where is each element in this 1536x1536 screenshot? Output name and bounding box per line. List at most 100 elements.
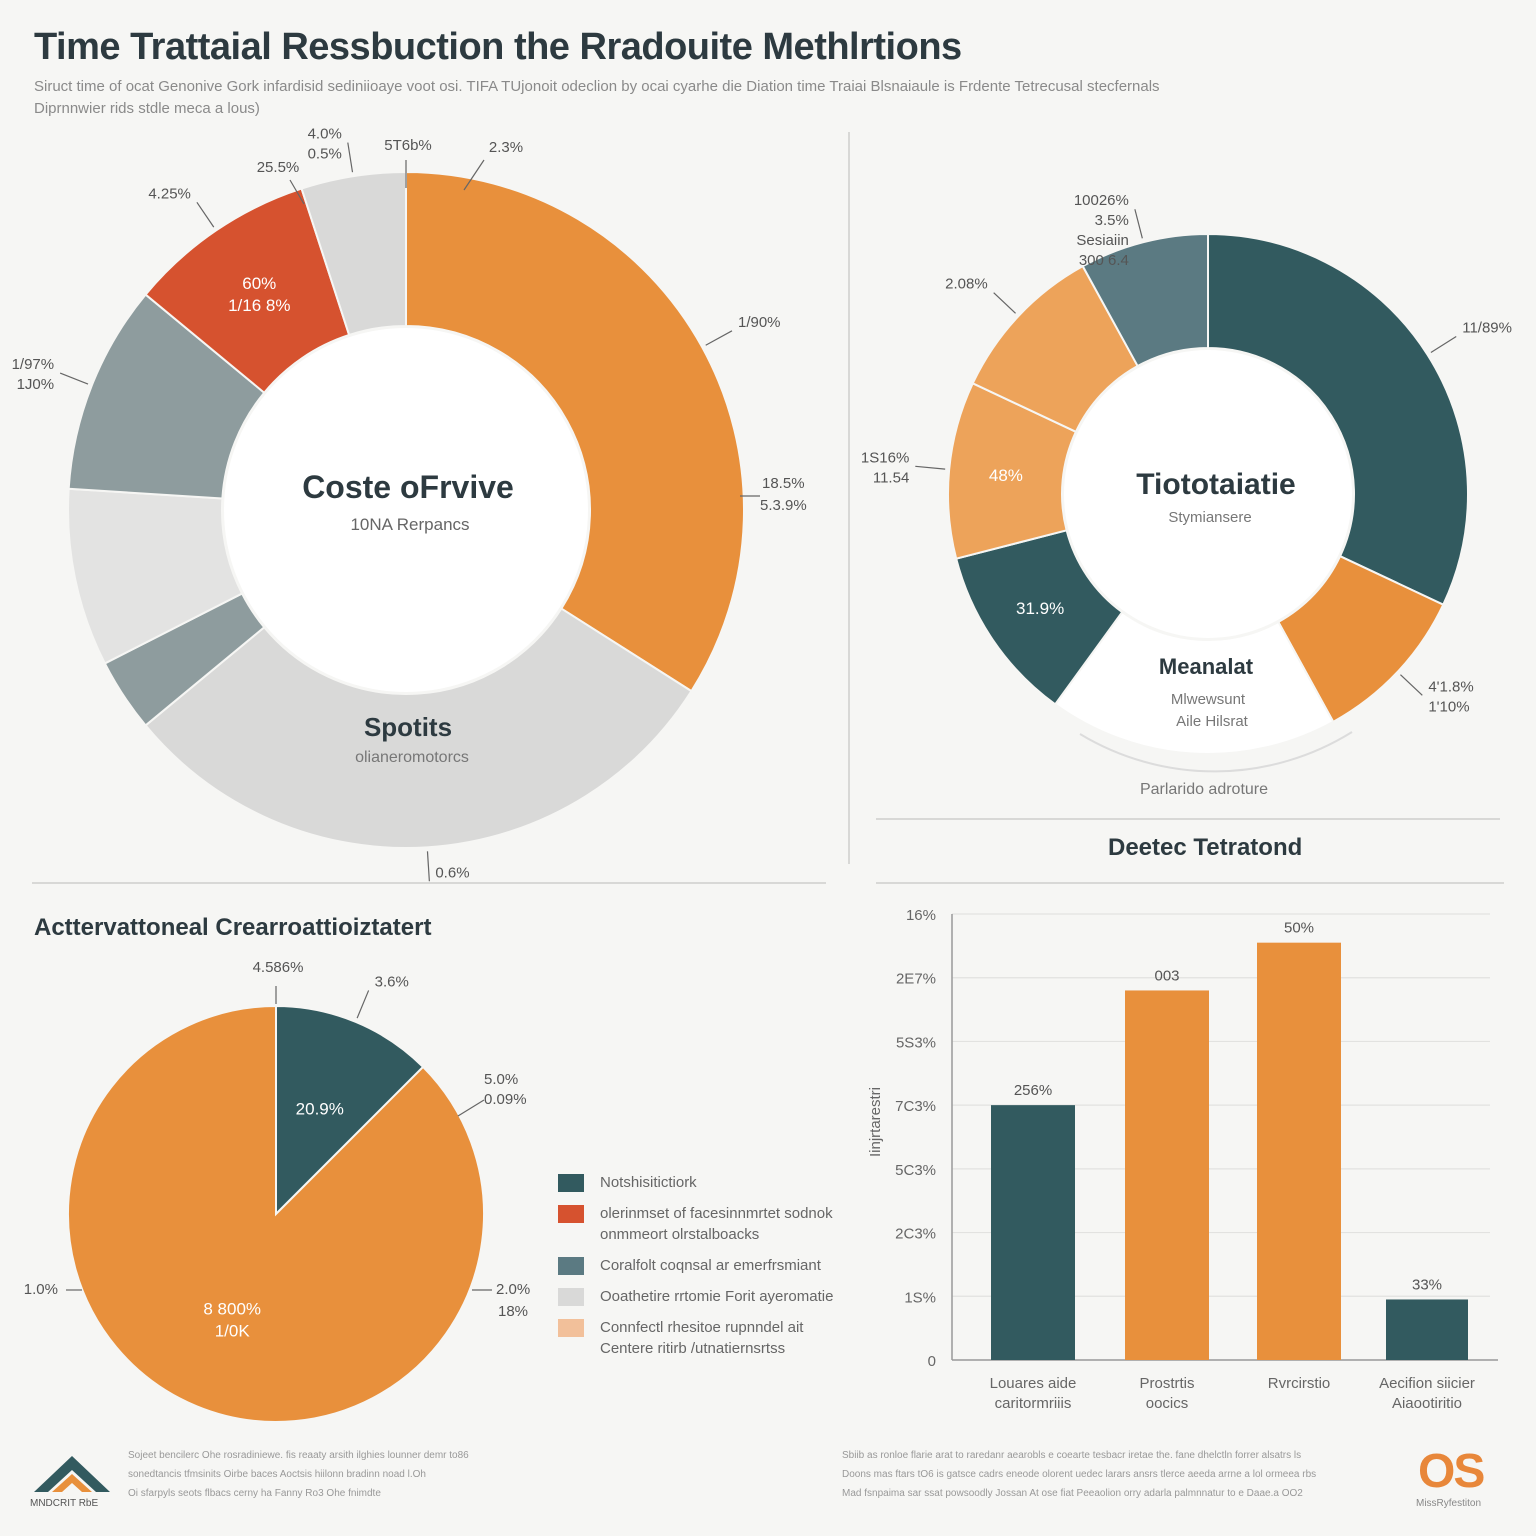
leader-line <box>289 179 305 205</box>
donut-inner-label-title: Spotits <box>364 712 452 742</box>
legend-swatch <box>558 1174 584 1192</box>
slice-label: 1'10% <box>1428 698 1469 715</box>
legend-item: olerinmset of facesinnmrtet sodnok onmmeo… <box>558 1203 878 1245</box>
logo-right-label: MissRyfestiton <box>1416 1498 1482 1509</box>
bar <box>1125 990 1209 1360</box>
bar <box>991 1105 1075 1360</box>
slice-label: Sesiaiin <box>1076 232 1129 249</box>
callout-label: 25.5% <box>257 159 300 176</box>
leader-line <box>915 465 946 470</box>
chart-slice <box>1081 232 1209 368</box>
bar-chart-detection: 0 1S% 2C3% 5C3% 7C3% 5S3% 2E7% 16% Iinjrtarestri… <box>867 907 1498 1412</box>
callout-label: 18% <box>498 1303 528 1320</box>
callout-label: 2.0% <box>496 1281 530 1298</box>
callout-label: 18.5% <box>762 475 805 492</box>
slice-label: 1/90% <box>738 314 781 331</box>
logo-left-icon <box>34 1456 110 1492</box>
horizontal-divider-right-lower <box>876 882 1504 884</box>
x-tick-label: Prostrtis <box>1139 1375 1194 1392</box>
x-tick-label: Aiaootiritio <box>1392 1395 1462 1412</box>
slice-label: 10026% <box>1074 192 1129 209</box>
subtitle-line-2: Diprnnwier rids stdle meca a lous) <box>34 100 260 117</box>
legend-label: olerinmset of facesinnmrtet sodnok onmmeo… <box>600 1205 833 1243</box>
slice-label: 1/97% <box>12 356 55 373</box>
chart-slice <box>300 170 407 337</box>
y-tick-label: 5C3% <box>895 1162 936 1179</box>
y-tick-label: 7C3% <box>895 1098 936 1115</box>
donut-inner-label-subtitle: Aile Hilsrat <box>1176 713 1249 730</box>
legend-item: Connfectl rhesitoe rupnndel ait Centere r… <box>558 1317 878 1359</box>
callout-label: 1.0% <box>24 1281 58 1298</box>
legend-label: Coralfolt coqnsal ar emerfrsmiant <box>600 1257 821 1274</box>
legend-label: Connfectl rhesitoe rupnndel ait Centere r… <box>600 1319 804 1357</box>
x-tick-label: caritormriiis <box>995 1395 1072 1412</box>
slice-label: 300 6.4 <box>1079 252 1129 269</box>
slice-inside-label: 1/0K <box>215 1322 251 1341</box>
donut-center-title: Tiototaiatie <box>1136 468 1295 501</box>
leader-line <box>1134 209 1143 239</box>
x-tick-label: Rvrcirstio <box>1268 1375 1331 1392</box>
leader-line <box>463 159 485 191</box>
chart-slice <box>1207 232 1469 607</box>
y-axis-label: Iinjrtarestri <box>867 1087 884 1157</box>
slice-label: 0.5% <box>308 146 342 163</box>
bar <box>1257 942 1341 1360</box>
leader-line <box>356 990 370 1019</box>
callout-label: 5T6b% <box>384 137 432 154</box>
slice-inside-label: 1/16 8% <box>228 296 290 315</box>
y-tick-label: 1S% <box>904 1289 936 1306</box>
slice-inside-label: 20.9% <box>296 1099 344 1118</box>
slice-label: 0.6% <box>435 864 469 881</box>
donut-inner-label-subtitle: Mlwewsunt <box>1171 691 1246 708</box>
donut-inner-label-subtitle: olianeromotorcs <box>355 749 469 766</box>
bar <box>1386 1299 1468 1360</box>
page-title: Time Trattaial Ressbuction the Rradouite… <box>34 26 962 68</box>
callout-label: 5.0% <box>484 1071 518 1088</box>
slice-label: 4.0% <box>308 126 342 143</box>
pie-chart-allocation: 3.6% 20.9% 8 800% 1/0K 4.586% 5.0% 0.09% 1.0% 2.… <box>24 959 530 1423</box>
legend-swatch <box>558 1205 584 1223</box>
legend-item: Ooathetire rrtomie Forit ayeromatie <box>558 1286 878 1307</box>
slice-label: 3.5% <box>1095 212 1129 229</box>
horizontal-divider-left <box>32 882 826 884</box>
callout-label: 5.3.9% <box>760 497 807 514</box>
bar-data-label: 50% <box>1284 920 1314 937</box>
horizontal-divider-right-upper <box>876 818 1500 820</box>
slice-label: 11.54 <box>873 469 909 486</box>
donut-chart-cost: 1/90% 0.6% 1/97% 1J0% 4.25% 60% 1/16 8% 4.0% 0.5… <box>12 126 807 882</box>
donut-center-title: Coste oFrvive <box>302 469 514 505</box>
legend-swatch <box>558 1257 584 1275</box>
slice-label: 1S16% <box>861 449 909 466</box>
leader-line <box>59 372 89 385</box>
vertical-divider <box>848 132 850 864</box>
y-tick-label: 16% <box>906 907 936 924</box>
logo-left-label: MNDCRIT RbE <box>30 1498 99 1509</box>
leader-line <box>347 142 354 173</box>
slice-label: 11/89% <box>1462 319 1512 336</box>
donut-inner-label-title: Meanalat <box>1159 654 1254 679</box>
donut-center-subtitle: Stymiansere <box>1168 509 1251 526</box>
chart-slice <box>1053 610 1335 755</box>
y-tick-label: 2E7% <box>896 971 936 988</box>
legend-label: Ooathetire rrtomie Forit ayeromatie <box>600 1288 834 1305</box>
slice-inside-label: 60% <box>242 274 276 293</box>
legend-item: Coralfolt coqnsal ar emerfrsmiant <box>558 1255 878 1276</box>
pie-chart-title: Acttervattoneal Crearroattioiztatert <box>34 914 432 941</box>
slice-inside-label: 48% <box>989 466 1023 485</box>
callout-label: 0.09% <box>484 1091 527 1108</box>
legend-swatch <box>558 1319 584 1337</box>
leader-line <box>457 1099 485 1117</box>
logo-right-mark: OS <box>1418 1445 1485 1498</box>
slice-label: 4'1.8% <box>1428 678 1473 695</box>
leader-line <box>426 851 430 882</box>
leader-line <box>1430 335 1457 354</box>
legend-item: Notshisitictiork <box>558 1172 878 1193</box>
slice-label: 2.08% <box>945 276 988 293</box>
donut-bottom-label: Parlarido adroture <box>1140 781 1268 798</box>
leader-line <box>1400 674 1423 696</box>
donut-center-subtitle: 10NA Rerpancs <box>350 515 469 534</box>
legend-swatch <box>558 1288 584 1306</box>
leader-line <box>993 292 1016 314</box>
bar-data-label: 003 <box>1154 967 1179 984</box>
